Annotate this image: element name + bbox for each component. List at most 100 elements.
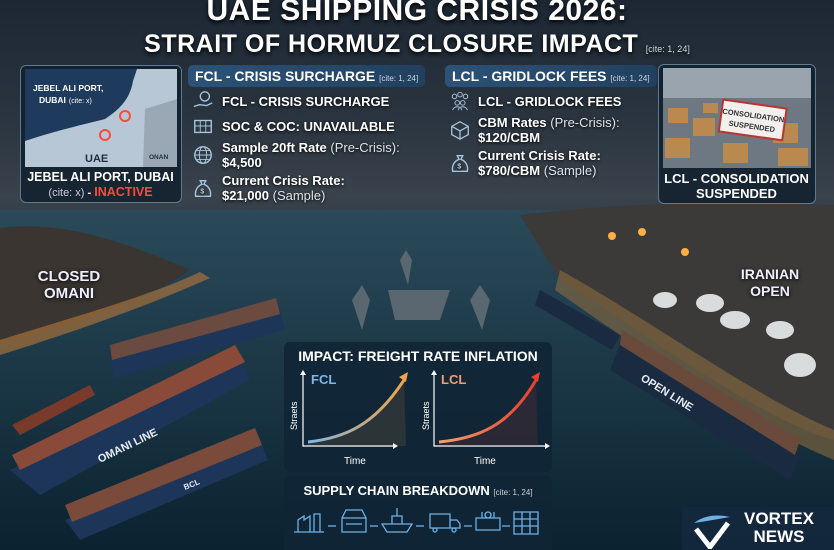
map-port-cite: (cite: x) [69, 98, 92, 105]
fcl-item: Sample 20ft Rate (Pre-Crisis): $4,500 [192, 140, 400, 170]
title-line1: UAE SHIPPING CRISIS 2026: [206, 0, 628, 27]
impact-charts: FCL Straets Time LCL Straets Time [289, 370, 550, 467]
lcl-item-text: LCL - GRIDLOCK FEES [478, 93, 622, 109]
fcl-header-cite: [cite: 1, 24] [379, 74, 419, 83]
lcl-chart: LCL Straets Time [421, 370, 550, 467]
port-marker [99, 129, 111, 141]
warehouse-caption-line2: SUSPENDED [696, 186, 777, 201]
factory-icon [294, 513, 324, 533]
lcl-item-text: CBM Rates [478, 115, 547, 130]
region-right-line2: OPEN [750, 283, 790, 299]
warehouse-panel: CONSOLIDATION SUSPENDED LCL - CONSOLIDAT… [658, 64, 816, 204]
logo-line1: VORTEX [744, 509, 814, 528]
fcl-item: FCL - CRISIS SURCHARGE [192, 90, 400, 112]
map-caption-sep: - [84, 187, 95, 199]
money-bag-icon: $ [451, 154, 469, 172]
fcl-item-text: SOC & COC: UNAVAILABLE [222, 118, 395, 134]
warehouse-caption: LCL - CONSOLIDATION SUSPENDED [659, 171, 814, 201]
fcl-item-note: (Pre-Crisis): [326, 140, 400, 155]
fcl-ylabel: Straets [289, 401, 299, 430]
supply-title-text: SUPPLY CHAIN BREAKDOWN [303, 483, 490, 498]
fcl-item: SOC & COC: UNAVAILABLE [192, 115, 400, 137]
lcl-item: LCL - GRIDLOCK FEES [449, 90, 621, 112]
impact-panel: IMPACT: FREIGHT RATE INFLATION FCL Strae… [284, 342, 552, 472]
warehouse-photo: CONSOLIDATION SUSPENDED [663, 68, 811, 168]
lcl-crisis-rate: $780/CBM [478, 163, 541, 178]
globe-icon [194, 146, 212, 164]
title-line2-text: STRAIT OF HORMUZ CLOSURE IMPACT [144, 30, 639, 58]
iranian-coast [520, 203, 834, 440]
lcl-ylabel: Straets [421, 401, 431, 430]
ships-right [535, 290, 800, 480]
lcl-axes [433, 374, 546, 447]
map-port-label-line2: DUBAI (cite: x) [39, 95, 92, 105]
fcl-crisis-rate: $21,000 [222, 188, 269, 203]
region-right-line1: IRANIAN [740, 266, 800, 282]
lcl-list: LCL - GRIDLOCK FEES CBM Rates (Pre-Crisi… [449, 90, 621, 181]
region-left-line2: OMANI [44, 285, 94, 302]
lcl-arrowhead [531, 372, 540, 382]
map-onan-label: ONAN [149, 154, 168, 161]
map-caption-title: JEBEL ALI PORT, DUBAI [27, 170, 174, 184]
fcl-header: FCL - CRISIS SURCHARGE [cite: 1, 24] [188, 65, 426, 87]
region-label-iranian: IRANIAN OPEN [733, 266, 807, 300]
port-terminal-icon [341, 509, 367, 533]
map-port-label2: DUBAI [39, 95, 66, 105]
lcl-item-note: (Pre-Crisis): [546, 115, 620, 130]
region-label-omani: CLOSED OMANI [30, 268, 108, 302]
coast-road [0, 272, 210, 355]
lcl-chart-label: LCL [441, 372, 466, 387]
fcl-curve [307, 379, 406, 444]
box-icon [451, 121, 469, 140]
lcl-header: LCL - GRIDLOCK FEES [cite: 1, 24] [445, 65, 657, 87]
vortex-news-logo: VORTEX NEWS [682, 507, 834, 550]
omani-coast [0, 226, 190, 345]
hand-coin-icon [193, 91, 213, 108]
fcl-chart: FCL Straets Time [289, 370, 408, 467]
svg-text:$: $ [457, 162, 461, 171]
lcl-item: CBM Rates (Pre-Crisis): $120/CBM [449, 115, 621, 145]
fcl-area [308, 378, 406, 446]
flares [608, 228, 689, 256]
uae-map: JEBEL ALI PORT, DUBAI (cite: x) UAE ONAN [25, 69, 177, 167]
fcl-item-text: Current Crisis Rate: [222, 173, 345, 188]
svg-text:$: $ [200, 187, 204, 196]
supply-cite: [cite: 1, 24] [493, 488, 533, 497]
money-bag-icon: $ [194, 179, 212, 197]
lcl-header-title: LCL - GRIDLOCK FEES [452, 68, 607, 84]
lcl-xlabel: Time [474, 456, 496, 467]
lcl-curve [438, 379, 538, 444]
lcl-area [439, 378, 538, 446]
title-cite: [cite: 1, 24] [645, 44, 690, 54]
truck-icon [429, 513, 461, 533]
lcl-precrisis-rate: $120/CBM [478, 130, 541, 145]
fcl-axes [302, 374, 394, 447]
containers-icon [194, 119, 212, 134]
people-group-icon [451, 91, 469, 111]
map-caption-cite: (cite: x) [48, 187, 85, 199]
lcl-item-note: (Sample) [540, 163, 597, 178]
fcl-item-text: FCL - CRISIS SURCHARGE [222, 93, 390, 109]
warehouse-caption-line1: LCL - CONSOLIDATION [664, 171, 809, 186]
port-status-badge: INACTIVE [94, 185, 153, 199]
ships-left [10, 298, 285, 540]
map-caption: JEBEL ALI PORT, DUBAI (cite: x) - INACTI… [21, 170, 180, 201]
cargo-ship-icon [380, 508, 414, 533]
logo-line2: NEWS [753, 527, 805, 546]
lcl-item: $ Current Crisis Rate: $780/CBM (Sample) [449, 148, 621, 178]
warships-center [352, 250, 490, 330]
supply-chain-panel: SUPPLY CHAIN BREAKDOWN [cite: 1, 24] [284, 476, 552, 550]
fcl-item: $ Current Crisis Rate: $21,000 (Sample) [192, 173, 400, 203]
supply-title: SUPPLY CHAIN BREAKDOWN [cite: 1, 24] [284, 483, 552, 498]
logo-mark-icon [694, 515, 730, 549]
map-panel: JEBEL ALI PORT, DUBAI (cite: x) UAE ONAN … [20, 65, 182, 203]
fcl-header-title: FCL - CRISIS SURCHARGE [195, 68, 376, 84]
supply-chain-flow [294, 508, 539, 535]
lcl-item-text: Current Crisis Rate: [478, 148, 601, 163]
fcl-precrisis-rate: $4,500 [222, 155, 262, 170]
fcl-list: FCL - CRISIS SURCHARGE SOC & COC: UNAVAI… [192, 90, 400, 206]
fcl-xlabel: Time [344, 456, 366, 467]
fcl-chart-label: FCL [311, 372, 336, 387]
map-port-label: JEBEL ALI PORT, [33, 83, 103, 93]
